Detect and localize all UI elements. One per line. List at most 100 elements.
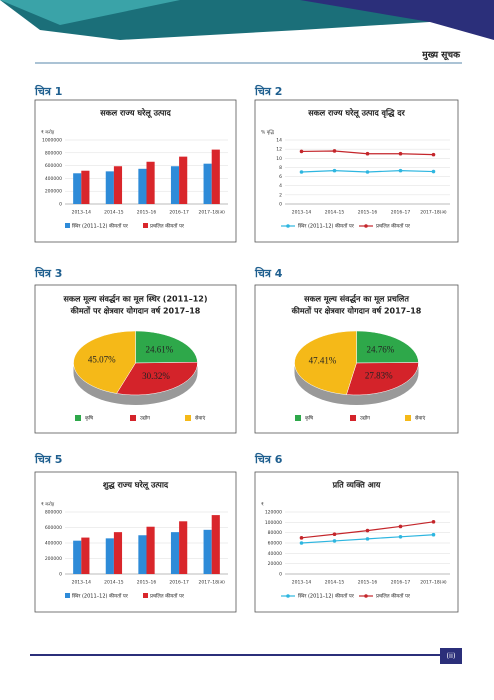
legend-label: स्थिर (2011–12) कीमतों पर: [298, 223, 355, 230]
bar: [203, 529, 212, 574]
bar: [73, 173, 82, 204]
y-tick-label: 600000: [45, 163, 62, 169]
y-axis-label: ₹: [261, 502, 264, 508]
chart-title: सकल राज्य घरेलू उत्पाद: [99, 108, 171, 119]
bar: [146, 161, 155, 204]
figure-label: चित्र 6: [254, 452, 283, 466]
legend-swatch: [185, 415, 191, 421]
chart-title: सकल मूल्य संवर्द्धन का मूल प्रचलित: [303, 294, 409, 305]
line-point: [365, 170, 370, 174]
x-tick-label: 2015–16: [358, 580, 378, 586]
line-point: [299, 149, 304, 154]
line-point: [398, 151, 403, 156]
legend-swatch: [143, 223, 148, 228]
pie-slice: [294, 330, 357, 395]
x-tick-label: 2016–17: [391, 580, 411, 586]
figure-label: चित्र 1: [34, 84, 62, 98]
line-point: [398, 168, 403, 173]
x-tick-label: 2017–18(अ): [199, 580, 226, 586]
line-point: [365, 528, 370, 533]
bar: [179, 156, 188, 204]
slice-label: 27.83%: [365, 370, 393, 380]
legend-label: प्रचलित कीमतों पर: [150, 223, 185, 230]
page-number: (ii): [446, 652, 456, 660]
x-tick-label: 2015–16: [137, 210, 157, 216]
y-tick-label: 0: [279, 202, 282, 208]
legend-label: स्थिर (2011–12) कीमतों पर: [298, 593, 355, 600]
slice-label: 24.61%: [145, 344, 173, 354]
bar: [138, 168, 147, 204]
legend-label: प्रचलित कीमतों पर: [150, 593, 185, 600]
chart-title: कीमतों पर क्षेत्रवार योगदान वर्ष 2017–18: [70, 306, 201, 316]
y-tick-label: 200000: [45, 556, 62, 562]
line-point: [431, 520, 436, 524]
bar: [113, 532, 123, 574]
chart-title: प्रति व्यक्ति आय: [332, 480, 381, 490]
line-point: [431, 532, 436, 537]
legend-swatch: [295, 415, 301, 421]
bar: [170, 532, 180, 574]
legend-label: सेवाएं: [195, 415, 205, 422]
x-tick-label: 2013–14: [292, 210, 312, 216]
legend-swatch: [130, 415, 136, 421]
x-tick-label: 2017–18(अ): [199, 210, 226, 216]
x-tick-label: 2013–14: [292, 580, 312, 586]
legend-label: स्थिर (2011–12) कीमतों पर: [72, 223, 129, 230]
slice-label: 30.32%: [142, 371, 170, 381]
x-tick-label: 2014–15: [104, 580, 124, 586]
bar: [179, 521, 188, 574]
y-tick-label: 80000: [268, 530, 282, 536]
legend-marker: [364, 594, 368, 598]
bar: [105, 538, 114, 574]
x-tick-label: 2014–15: [104, 210, 124, 216]
legend-label: उद्योग: [360, 415, 370, 422]
x-tick-label: 2014–15: [325, 580, 345, 586]
y-tick-label: 10: [276, 156, 282, 162]
legend-label: प्रचलित कीमतों पर: [376, 223, 411, 230]
y-tick-label: 6: [279, 174, 282, 180]
y-axis-label: ₹ करोड़: [41, 501, 55, 508]
legend-label: स्थिर (2011–12) कीमतों पर: [72, 593, 129, 600]
line-point: [299, 536, 304, 540]
line-point: [299, 541, 304, 545]
pie-slice: [73, 330, 136, 394]
line-point: [431, 152, 436, 157]
line-point: [365, 537, 370, 541]
bar: [211, 149, 220, 204]
legend-label: कृषि: [305, 415, 313, 422]
chart-title: सकल राज्य घरेलू उत्पाद वृद्धि दर: [307, 108, 405, 119]
y-tick-label: 200000: [45, 189, 62, 195]
legend-swatch: [75, 415, 81, 421]
legend-swatch: [65, 223, 70, 228]
banner-light: [0, 0, 180, 25]
y-tick-label: 0: [59, 202, 62, 208]
x-tick-label: 2015–16: [137, 580, 157, 586]
bar: [203, 163, 212, 204]
y-tick-label: 600000: [45, 525, 62, 531]
header-title: मुख्य सूचक: [421, 51, 461, 61]
y-tick-label: 0: [279, 572, 282, 578]
bar: [81, 170, 90, 204]
line-point: [332, 532, 337, 537]
bar: [113, 166, 123, 204]
legend-marker: [286, 224, 290, 228]
pie-slice: [346, 362, 419, 396]
y-tick-label: 12: [276, 147, 282, 153]
legend-swatch: [350, 415, 356, 421]
chart-frame: [34, 99, 237, 243]
x-tick-label: 2016–17: [169, 210, 189, 216]
pie-slice: [356, 330, 419, 364]
bar: [146, 526, 155, 574]
bar: [211, 515, 220, 574]
y-tick-label: 120000: [265, 510, 282, 516]
bar: [170, 166, 180, 204]
legend-swatch: [405, 415, 411, 421]
chart-title: सकल मूल्य संवर्द्धन का मूल स्थिर (2011–1…: [63, 294, 208, 305]
legend-label: प्रचलित कीमतों पर: [376, 593, 411, 600]
line-point: [332, 539, 337, 543]
bar: [138, 535, 147, 574]
pie-slice: [116, 361, 198, 396]
pie-slice: [135, 330, 198, 364]
figure-label: चित्र 2: [254, 84, 282, 98]
